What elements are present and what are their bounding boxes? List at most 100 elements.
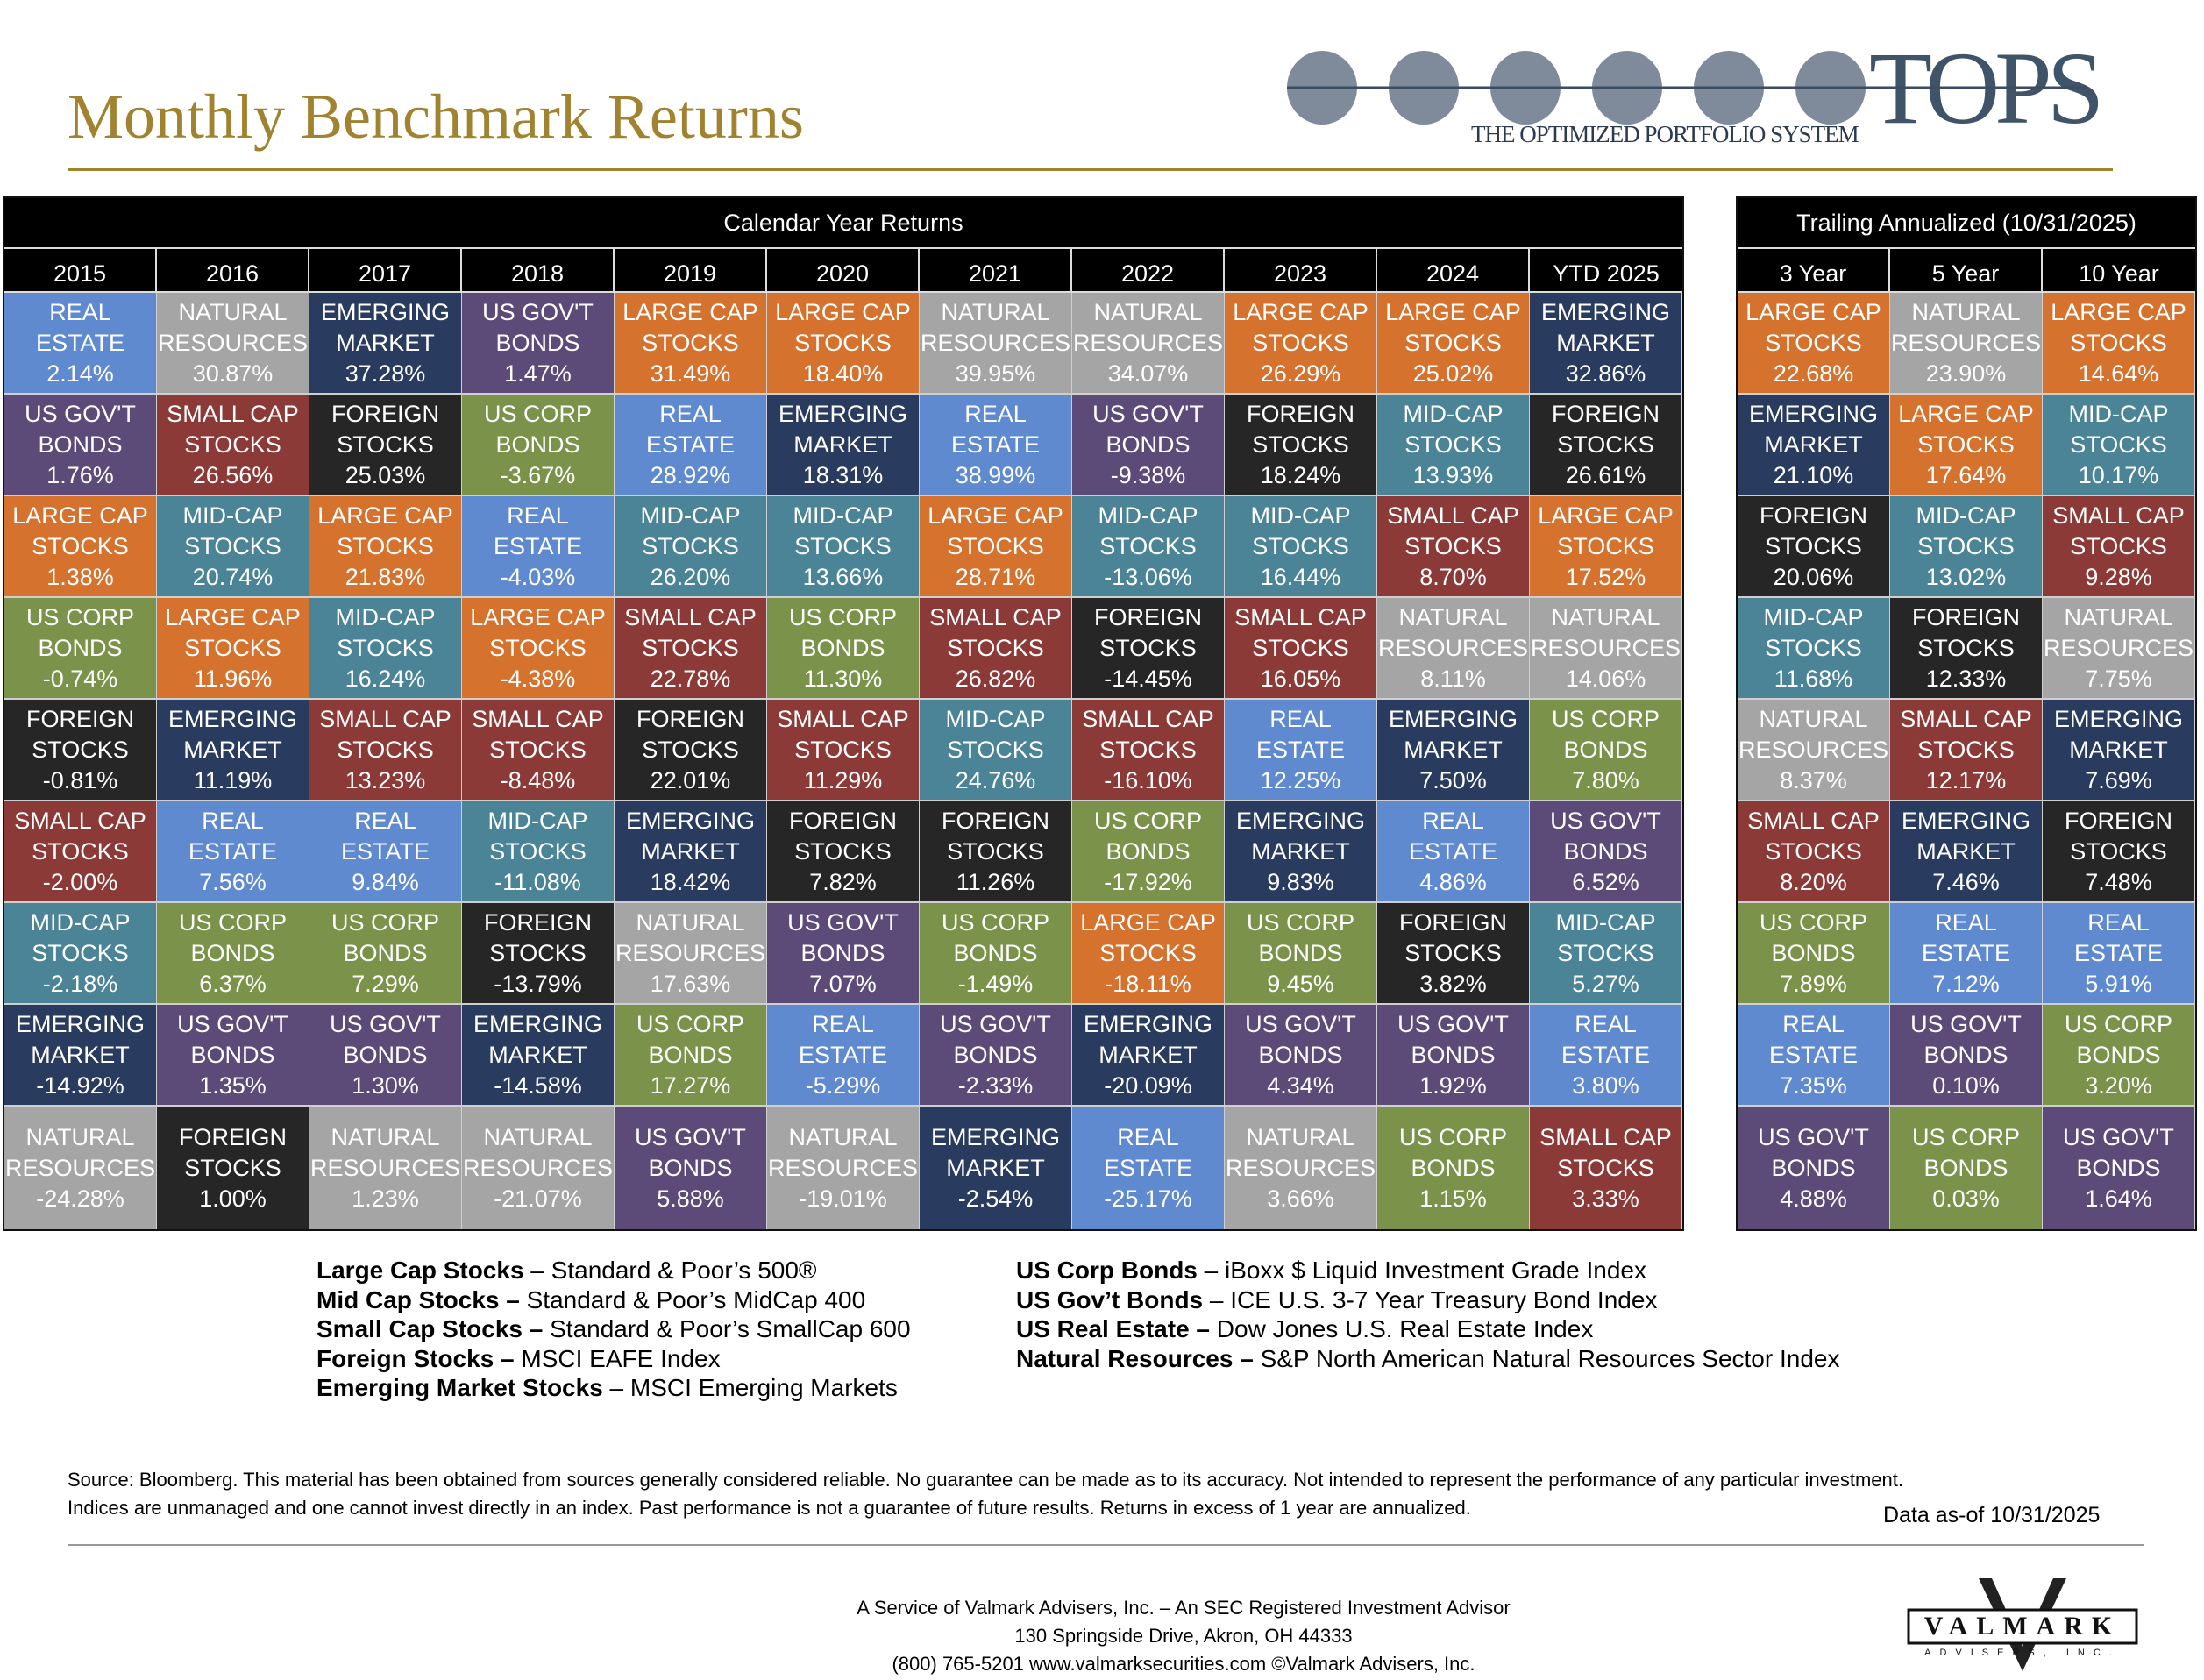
column: REAL ESTATE 2.14% US GOV'T BONDS 1.76% LARGE C…: [4, 293, 157, 1229]
return-value: 1.76%: [46, 461, 114, 488]
asset-label: RESOURCES: [1890, 329, 2042, 356]
asset-cell: EMERGING MARKET 32.86%: [1530, 293, 1682, 395]
asset-label: STOCKS: [337, 736, 434, 763]
disclaimer-line: Source: Bloomberg. This material has bee…: [68, 1469, 1903, 1491]
asset-cell: REAL ESTATE 7.56%: [157, 801, 309, 903]
asset-cell: EMERGING MARKET -20.09%: [1072, 1005, 1225, 1107]
asset-label: STOCKS: [1917, 736, 2015, 763]
asset-label: STOCKS: [947, 736, 1044, 763]
return-value: 4.86%: [1419, 868, 1487, 895]
asset-cell: EMERGING MARKET 7.69%: [2043, 700, 2195, 801]
legend-index-desc: – MSCI Emerging Markets: [602, 1374, 898, 1401]
asset-label: BONDS: [1923, 1041, 2008, 1068]
asset-cell: LARGE CAP STOCKS 26.29%: [1225, 293, 1377, 395]
asset-label: ESTATE: [340, 837, 430, 865]
asset-label: REAL: [2087, 908, 2150, 936]
asset-label: BONDS: [1923, 1154, 2008, 1181]
column: LARGE CAP STOCKS 14.64% MID-CAP STOCKS 10.17%…: [2043, 293, 2195, 1229]
asset-label: REAL: [354, 807, 416, 834]
asset-label: RESOURCES: [1738, 736, 1889, 763]
asset-label: MARKET: [31, 1041, 130, 1068]
asset-cell: REAL ESTATE 28.92%: [615, 395, 767, 496]
return-value: 18.31%: [802, 461, 884, 488]
asset-label: US CORP: [788, 603, 898, 630]
asset-label: BONDS: [190, 1041, 275, 1068]
asset-cell: FOREIGN STOCKS 1.00%: [157, 1107, 309, 1229]
asset-cell: MID-CAP STOCKS 13.02%: [1890, 496, 2043, 598]
asset-label: MARKET: [183, 736, 282, 763]
asset-label: BONDS: [1411, 1041, 1496, 1068]
return-value: 3.80%: [1572, 1071, 1639, 1099]
asset-cell: MID-CAP STOCKS 13.93%: [1377, 395, 1530, 496]
asset-label: STOCKS: [1765, 634, 1862, 661]
asset-label: US GOV'T: [1910, 1010, 2022, 1037]
asset-label: FOREIGN: [1093, 603, 1202, 630]
return-value: 7.12%: [1932, 970, 2000, 997]
return-value: 28.71%: [955, 563, 1036, 590]
asset-label: ESTATE: [493, 532, 582, 559]
asset-label: LARGE CAP: [1385, 298, 1521, 325]
asset-label: SMALL CAP: [929, 603, 1062, 630]
return-value: 3.66%: [1267, 1185, 1334, 1212]
asset-cell: US GOV'T BONDS 1.47%: [462, 293, 615, 395]
asset-label: ESTATE: [2073, 939, 2163, 966]
asset-cell: SMALL CAP STOCKS -8.48%: [462, 700, 615, 801]
return-value: 26.20%: [650, 563, 731, 590]
asset-label: LARGE CAP: [1898, 400, 2034, 427]
return-value: -9.38%: [1110, 461, 1186, 488]
return-value: 3.33%: [1572, 1185, 1639, 1212]
asset-label: STOCKS: [489, 837, 587, 865]
asset-label: SMALL CAP: [319, 705, 451, 732]
asset-cell: LARGE CAP STOCKS 18.40%: [767, 293, 920, 395]
asset-cell: US CORP BONDS 17.27%: [615, 1005, 767, 1107]
asset-cell: NATURAL RESOURCES 39.95%: [920, 293, 1072, 395]
asset-label: REAL: [1269, 705, 1332, 732]
asset-label: RESOURCES: [4, 1154, 156, 1181]
asset-label: BONDS: [495, 329, 580, 356]
asset-label: MID-CAP: [1555, 908, 1656, 936]
asset-label: US GOV'T: [1092, 400, 1204, 427]
asset-cell: US CORP BONDS -0.74%: [4, 598, 157, 700]
asset-label: STOCKS: [1404, 939, 1502, 966]
svg-text:VALMARK: VALMARK: [1924, 1612, 2121, 1641]
asset-cell: US GOV'T BONDS 4.88%: [1738, 1107, 1890, 1229]
asset-label: MID-CAP: [1763, 603, 1864, 630]
asset-label: NATURAL: [1246, 1123, 1355, 1150]
legend-index-desc: – ICE U.S. 3-7 Year Treasury Bond Index: [1203, 1285, 1658, 1313]
asset-label: RESOURCES: [1377, 634, 1529, 661]
asset-label: STOCKS: [794, 837, 892, 865]
asset-cell: FOREIGN STOCKS 26.61%: [1530, 395, 1682, 496]
asset-label: STOCKS: [1557, 532, 1654, 559]
asset-cell: US GOV'T BONDS 1.64%: [2043, 1107, 2195, 1229]
asset-label: US CORP: [178, 908, 288, 936]
asset-label: EMERGING: [15, 1010, 145, 1037]
asset-label: STOCKS: [1917, 532, 2015, 559]
asset-cell: US GOV'T BONDS 1.76%: [4, 395, 157, 496]
asset-cell: EMERGING MARKET 7.50%: [1377, 700, 1530, 801]
asset-label: NATURAL: [941, 298, 1050, 325]
return-value: 13.66%: [802, 563, 884, 590]
return-value: -19.01%: [799, 1185, 887, 1212]
asset-label: SMALL CAP: [1082, 705, 1214, 732]
column-header: 5 Year: [1890, 249, 2043, 291]
asset-label: RESOURCES: [1225, 1154, 1376, 1181]
asset-label: STOCKS: [1099, 939, 1197, 966]
asset-label: RESOURCES: [1530, 634, 1681, 661]
asset-cell: EMERGING MARKET 21.10%: [1738, 395, 1890, 496]
asset-cell: FOREIGN STOCKS -14.45%: [1072, 598, 1225, 700]
asset-label: SMALL CAP: [1387, 502, 1519, 529]
asset-cell: SMALL CAP STOCKS 26.82%: [920, 598, 1072, 700]
asset-label: NATURAL: [1551, 603, 1660, 630]
asset-cell: REAL ESTATE 38.99%: [920, 395, 1072, 496]
asset-cell: REAL ESTATE 4.86%: [1377, 801, 1530, 903]
asset-label: STOCKS: [642, 329, 739, 356]
asset-cell: FOREIGN STOCKS 11.26%: [920, 801, 1072, 903]
return-value: 14.06%: [1565, 665, 1646, 692]
asset-cell: FOREIGN STOCKS 25.03%: [309, 395, 462, 496]
asset-label: LARGE CAP: [165, 603, 301, 630]
asset-label: EMERGING: [778, 400, 907, 427]
return-value: 7.56%: [199, 868, 267, 895]
return-value: 17.27%: [650, 1071, 731, 1099]
asset-label: SMALL CAP: [472, 705, 604, 732]
asset-label: SMALL CAP: [1900, 705, 2032, 732]
